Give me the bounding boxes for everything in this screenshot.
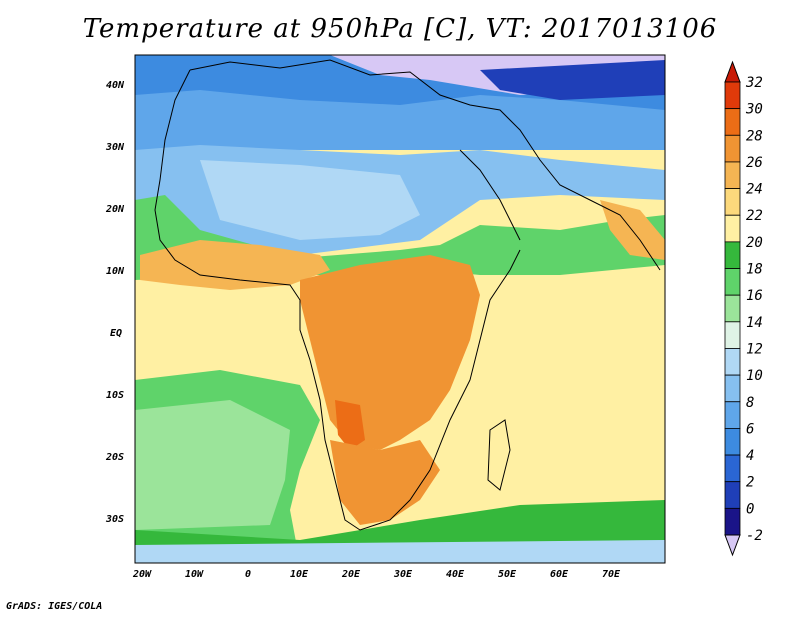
colorbar-level-label: -2 [746,528,763,544]
colorbar-bottom-arrow [724,534,741,557]
colorbar-segment [724,188,741,216]
lon-label: 70E [602,569,621,580]
lon-label: 10E [290,569,309,580]
colorbar-segment [724,161,741,189]
colorbar-level-label: 10 [746,368,763,384]
lat-label: 20N [105,204,125,215]
lat-label: 10N [106,266,125,277]
lat-label: 30S [105,514,124,525]
colorbar-segment [724,108,741,136]
field-west-africa [140,240,330,290]
map-frame [134,54,666,564]
colorbar-segment [724,294,741,323]
colorbar-segment [724,214,741,243]
latitude-axis: 40N 30N 20N 10N EQ 10S 20S 30S [105,80,125,525]
lon-label: 60E [550,569,569,580]
colorbar-level-label: 20 [746,235,763,251]
temperature-field [135,55,665,563]
lon-label: 20W [132,569,152,580]
coastlines [154,59,661,531]
colorbar-segment [724,81,741,110]
madagascar-coastline [487,419,511,491]
colorbar-segment [724,481,741,509]
colorbar-segment [724,268,741,296]
chart-title: Temperature at 950hPa [C], VT: 201701310… [82,14,718,44]
colorbar-level-label: 2 [746,475,754,491]
north-coastline [189,59,661,271]
colorbar-segment [724,374,741,403]
colorbar-segment [724,348,741,376]
colorbar-level-label: 32 [745,75,763,91]
lon-label: 50E [498,569,517,580]
field-sw-ocean-light [135,400,290,530]
lat-label: 40N [106,80,125,91]
colorbar-segment [724,134,741,163]
colorbar-level-label: 14 [746,315,763,331]
field-central-warm [300,255,480,450]
lon-label: 40E [446,569,465,580]
colorbar-level-label: 16 [746,288,763,304]
lon-label: 30E [393,569,413,580]
colorbar-level-label: 6 [746,421,754,437]
colorbar-segment [724,507,741,536]
colorbar-level-label: 12 [746,341,763,357]
red-sea-coast [459,149,521,241]
colorbar-level-label: 18 [746,262,763,278]
colorbar-level-label: 22 [746,208,763,224]
lat-label: 10S [106,390,124,401]
colorbar-level-label: 26 [746,155,763,171]
colorbar-level-label: 30 [745,102,763,118]
colorbar-level-label: 28 [746,128,763,144]
colorbar-top-arrow [724,60,741,83]
colorbar-segment [724,454,741,483]
field-far-south [135,540,665,563]
colorbar-level-label: 8 [746,395,754,411]
colorbar-segment [724,321,741,349]
lon-label: 20E [341,569,361,580]
colorbar-segment [724,401,741,429]
colorbar-level-label: 0 [746,501,754,517]
colorbar-level-label: 4 [746,448,754,464]
field-southern-africa [330,440,440,525]
colorbar-segment [724,428,741,456]
field-deep-cold [480,60,665,100]
colorbar-segment [724,241,741,269]
credit-label: GrADS: IGES/COLA [6,601,103,612]
lon-label: 10W [185,569,204,580]
longitude-axis: 20W 10W 0 10E 20E 30E 40E 50E 60E 70E [132,569,621,580]
colorbar-level-label: 24 [746,182,763,198]
field-sahara-light [200,160,420,240]
africa-coastline [154,69,521,531]
lat-label: EQ [110,328,122,339]
field-hot-spot [335,400,365,450]
lon-label: 0 [245,569,251,580]
lat-label: 20S [105,452,124,463]
lat-label: 30N [105,142,125,153]
